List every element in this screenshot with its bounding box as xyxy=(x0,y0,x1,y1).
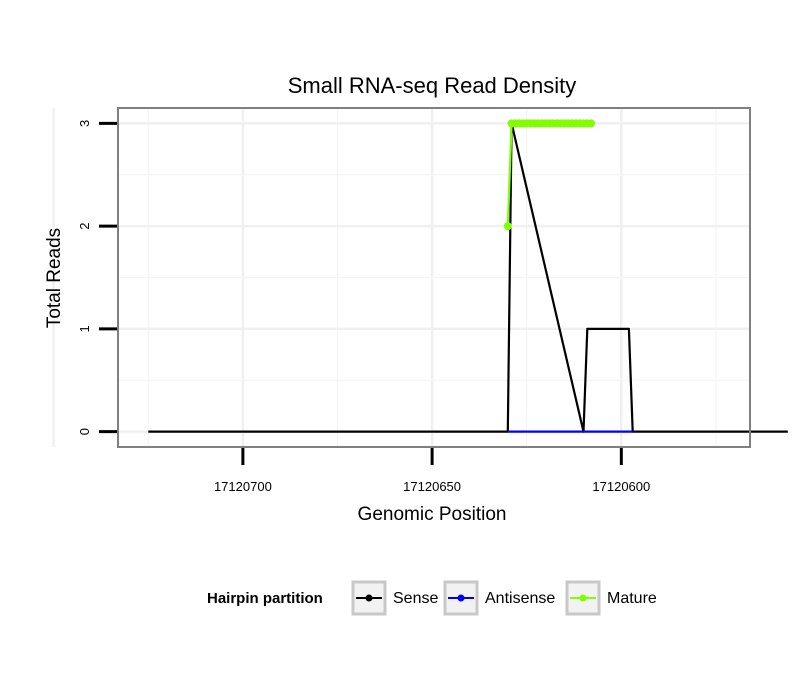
x-tick-label: 17120700 xyxy=(214,479,272,494)
legend-label: Mature xyxy=(607,590,657,607)
data-point-mature xyxy=(503,222,512,231)
series-line-sense xyxy=(148,122,788,433)
legend-item-sense: Sense xyxy=(351,580,438,616)
y-axis-label: Total Reads xyxy=(44,228,65,328)
y-tick-label: 2 xyxy=(77,223,92,230)
legend: Hairpin partition Sense Antisense Mature xyxy=(207,580,657,616)
x-axis-label: Genomic Position xyxy=(358,504,507,525)
legend-title: Hairpin partition xyxy=(207,590,323,607)
legend-label: Sense xyxy=(393,590,438,607)
x-tick-label: 17120650 xyxy=(403,479,461,494)
chart-title: Small RNA-seq Read Density xyxy=(288,73,577,98)
legend-item-antisense: Antisense xyxy=(443,580,555,616)
y-tick-label: 1 xyxy=(77,325,92,332)
legend-item-mature: Mature xyxy=(565,580,657,616)
data-point-mature xyxy=(587,119,596,128)
grid xyxy=(52,108,750,447)
series-layer xyxy=(148,119,788,433)
legend-key-point xyxy=(579,594,587,602)
axes: 0 1 2 3 17120700 17120650 17120600 xyxy=(77,120,650,494)
y-tick-label: 3 xyxy=(77,120,92,127)
plot-panel-border xyxy=(117,107,751,448)
y-tick-label: 0 xyxy=(77,428,92,435)
legend-label: Antisense xyxy=(485,590,555,607)
legend-key-point xyxy=(457,594,465,602)
legend-key-point xyxy=(365,594,373,602)
x-tick-label: 17120600 xyxy=(592,479,650,494)
